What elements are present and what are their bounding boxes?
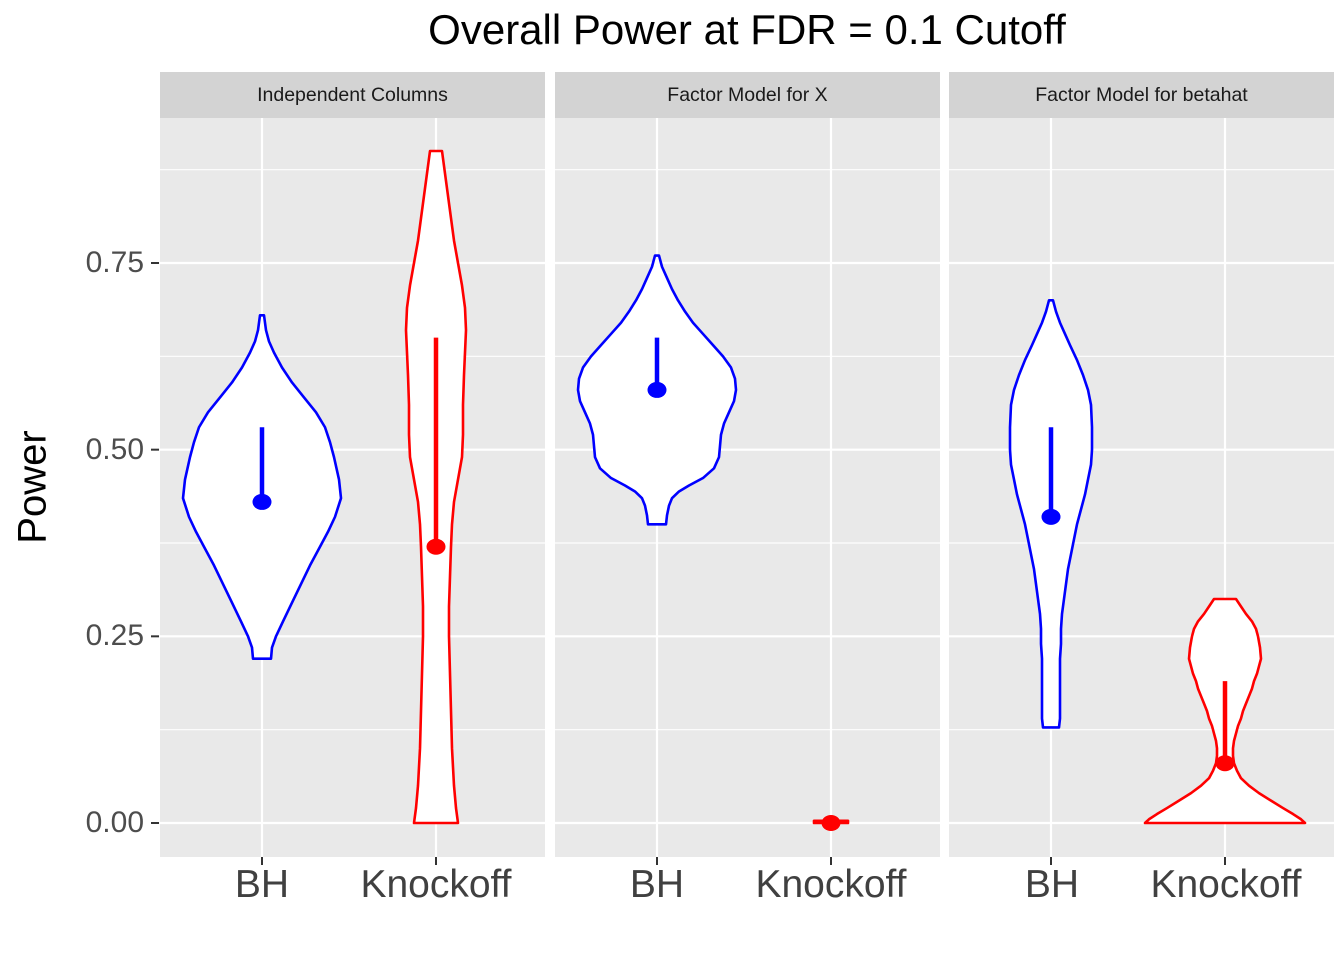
- y-tick-label: 0.50: [85, 433, 144, 466]
- facet-strip-factor-model-betahat: Factor Model for betahat: [949, 72, 1334, 118]
- x-tick-label-knockoff: Knockoff: [1150, 863, 1302, 906]
- y-tick-label: 0.75: [85, 246, 144, 279]
- summary-point-knockoff: [1215, 755, 1235, 772]
- summary-point-bh: [252, 493, 272, 510]
- x-tick-label-knockoff: Knockoff: [755, 863, 907, 906]
- summary-point-knockoff: [821, 815, 841, 831]
- facet-strip-independent-columns: Independent Columns: [160, 72, 545, 118]
- x-tick-label-knockoff: Knockoff: [360, 863, 512, 906]
- summary-point-knockoff: [426, 538, 446, 555]
- y-tick-label: 0.25: [85, 619, 144, 652]
- summary-point-bh: [1041, 508, 1061, 525]
- x-tick-label-bh: BH: [629, 863, 685, 906]
- panel-factor-model-x: [555, 118, 940, 857]
- summary-point-bh: [647, 381, 667, 398]
- y-tick-label: 0.00: [85, 806, 144, 839]
- x-tick-label-bh: BH: [234, 863, 290, 906]
- x-tick-label-bh: BH: [1024, 863, 1080, 906]
- plot-title: Overall Power at FDR = 0.1 Cutoff: [428, 6, 1066, 53]
- panel-factor-model-betahat: [949, 118, 1334, 857]
- facet-strip-factor-model-x: Factor Model for X: [555, 72, 940, 118]
